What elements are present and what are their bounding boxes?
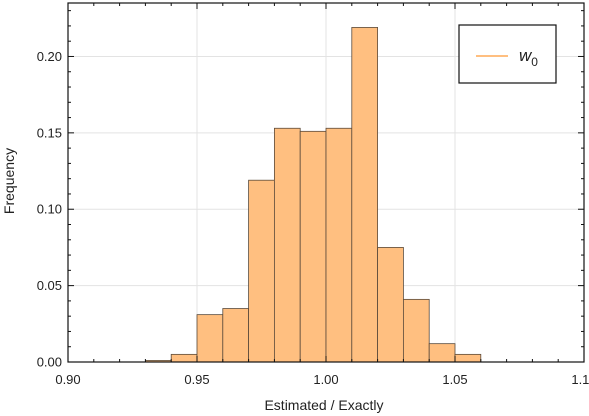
y-tick-label: 0.20: [37, 49, 62, 64]
histogram-bar: [248, 179, 275, 363]
histogram-bars: [144, 27, 482, 363]
y-tick-label: 0.15: [37, 125, 62, 140]
x-axis-title: Estimated / Exactly: [264, 397, 383, 413]
histogram-bar: [196, 314, 224, 363]
x-tick-label: 1.10: [571, 372, 589, 387]
legend: w0: [458, 24, 557, 84]
histogram-bar: [299, 130, 327, 363]
x-tick-label: 0.95: [184, 372, 209, 387]
histogram-bar: [351, 27, 378, 363]
y-tick-labels: 0.00 0.05 0.10 0.15 0.20: [37, 49, 62, 370]
histogram-bar: [273, 127, 301, 363]
histogram-bar: [428, 343, 456, 363]
x-tick-label: 1.00: [313, 372, 338, 387]
histogram-bar: [222, 308, 250, 363]
y-axis-title: Frequency: [1, 148, 17, 214]
legend-label: w0: [519, 46, 538, 69]
x-tick-label: 0.90: [55, 372, 80, 387]
histogram-bar: [402, 298, 430, 363]
x-tick-labels: 0.90 0.95 1.00 1.05 1.10: [55, 372, 589, 387]
histogram-bar: [454, 353, 482, 363]
y-tick-label: 0.05: [37, 278, 62, 293]
histogram-bar: [377, 247, 404, 363]
y-tick-label: 0.00: [37, 355, 62, 370]
x-tick-label: 1.05: [442, 372, 467, 387]
histogram-bar: [170, 353, 198, 363]
y-tick-label: 0.10: [37, 202, 62, 217]
axis-ticks: [67, 3, 585, 363]
legend-box: [458, 24, 557, 84]
histogram-bar: [325, 127, 353, 363]
